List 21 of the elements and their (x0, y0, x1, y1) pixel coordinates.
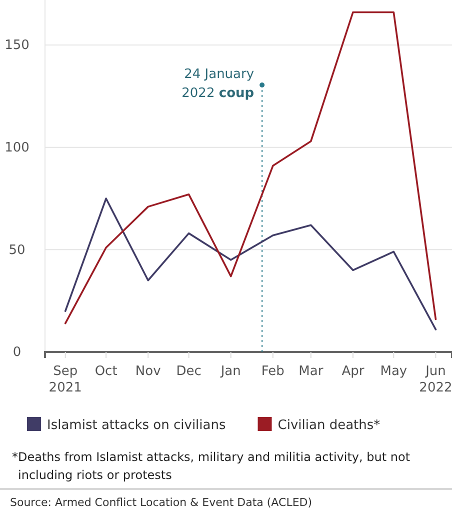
y-tick-label: 50 (8, 242, 26, 258)
x-tick-label: Mar (298, 364, 324, 380)
x-tick-label: Jun 2022 (419, 364, 452, 396)
x-tick-label: Jan (220, 364, 241, 380)
ref-line-label: 24 January 2022 coup (182, 67, 254, 101)
legend-label: Islamist attacks on civilians (47, 418, 226, 433)
x-tick-label: Apr (342, 364, 365, 380)
x-tick-label: Nov (135, 364, 162, 380)
legend-label: Civilian deaths* (278, 418, 381, 433)
y-tick-label: 150 (4, 38, 30, 54)
x-tick-label: Dec (176, 364, 202, 380)
x-tick-label: May (380, 364, 408, 380)
x-tick-label: Feb (261, 364, 284, 380)
text: *Deaths from Islamist attacks, military and militia activity, but not including riots or protests (12, 450, 410, 482)
line-series (64, 11, 437, 324)
x-tick-label: Sep 2021 (48, 364, 82, 396)
x-tick-label: Oct (94, 364, 118, 380)
y-tick-label: 100 (4, 140, 30, 156)
y-tick-label: 0 (12, 345, 22, 360)
source-note: Source: Armed Conflict Location & Event Data (ACLED) (10, 496, 312, 509)
line-series (64, 198, 437, 330)
